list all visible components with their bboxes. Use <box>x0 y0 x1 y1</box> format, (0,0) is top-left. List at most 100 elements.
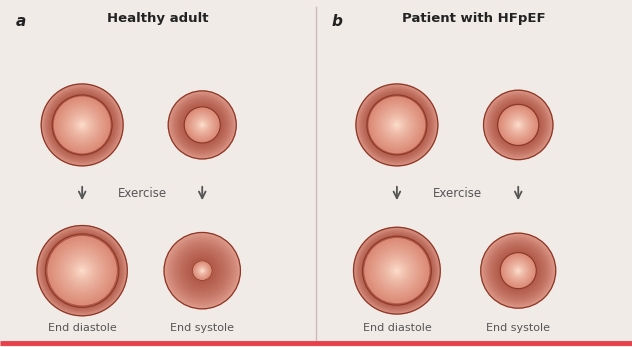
Ellipse shape <box>361 89 433 161</box>
Ellipse shape <box>361 235 433 307</box>
Ellipse shape <box>72 115 92 135</box>
Ellipse shape <box>509 262 527 279</box>
Ellipse shape <box>358 231 436 310</box>
Ellipse shape <box>356 84 438 166</box>
Ellipse shape <box>201 269 204 272</box>
Ellipse shape <box>173 95 232 154</box>
Ellipse shape <box>485 92 552 158</box>
Ellipse shape <box>202 270 203 271</box>
Ellipse shape <box>486 92 550 158</box>
Ellipse shape <box>67 256 97 286</box>
Ellipse shape <box>192 115 212 135</box>
Ellipse shape <box>354 228 440 313</box>
Ellipse shape <box>40 228 125 313</box>
Ellipse shape <box>60 103 104 147</box>
Ellipse shape <box>188 111 216 139</box>
Ellipse shape <box>61 249 104 293</box>
Ellipse shape <box>490 96 547 153</box>
Ellipse shape <box>365 93 428 156</box>
Ellipse shape <box>495 102 541 147</box>
Ellipse shape <box>166 234 239 307</box>
Ellipse shape <box>485 237 552 304</box>
Ellipse shape <box>177 100 228 150</box>
Ellipse shape <box>356 230 437 311</box>
Ellipse shape <box>368 96 426 154</box>
Ellipse shape <box>380 254 413 287</box>
Ellipse shape <box>45 234 119 308</box>
Ellipse shape <box>73 261 92 280</box>
Ellipse shape <box>56 98 109 152</box>
Ellipse shape <box>512 119 525 131</box>
Ellipse shape <box>360 233 434 308</box>
Ellipse shape <box>185 254 219 288</box>
Ellipse shape <box>492 99 544 151</box>
Ellipse shape <box>75 264 89 278</box>
Ellipse shape <box>497 250 539 291</box>
Ellipse shape <box>200 268 205 273</box>
Ellipse shape <box>392 265 402 276</box>
Ellipse shape <box>499 106 537 144</box>
Ellipse shape <box>37 226 127 316</box>
Ellipse shape <box>360 88 434 161</box>
Ellipse shape <box>50 93 114 157</box>
Ellipse shape <box>49 238 115 303</box>
Ellipse shape <box>181 104 223 145</box>
Ellipse shape <box>52 95 112 155</box>
Ellipse shape <box>379 107 415 143</box>
Ellipse shape <box>178 100 227 150</box>
Ellipse shape <box>375 103 419 147</box>
Ellipse shape <box>47 90 118 160</box>
Ellipse shape <box>506 113 530 137</box>
Ellipse shape <box>511 263 526 278</box>
Ellipse shape <box>194 117 210 133</box>
Ellipse shape <box>179 102 225 147</box>
Ellipse shape <box>514 120 523 129</box>
Ellipse shape <box>190 259 214 283</box>
Ellipse shape <box>485 91 552 159</box>
Ellipse shape <box>44 232 120 309</box>
Ellipse shape <box>505 112 532 138</box>
Ellipse shape <box>364 238 430 303</box>
Ellipse shape <box>511 264 525 277</box>
Ellipse shape <box>486 93 550 157</box>
Ellipse shape <box>387 115 407 135</box>
Ellipse shape <box>200 268 205 273</box>
Ellipse shape <box>485 238 551 303</box>
Ellipse shape <box>380 108 413 142</box>
Ellipse shape <box>185 108 219 142</box>
Ellipse shape <box>374 248 420 294</box>
Ellipse shape <box>389 117 404 133</box>
Ellipse shape <box>46 89 118 161</box>
Ellipse shape <box>47 90 117 160</box>
Ellipse shape <box>510 117 526 133</box>
Ellipse shape <box>489 95 548 155</box>
Ellipse shape <box>53 96 111 154</box>
Ellipse shape <box>353 227 441 314</box>
Ellipse shape <box>494 247 542 295</box>
Ellipse shape <box>508 261 528 281</box>
Ellipse shape <box>173 96 231 154</box>
Ellipse shape <box>183 105 222 145</box>
Ellipse shape <box>173 242 231 299</box>
Ellipse shape <box>64 107 100 143</box>
Ellipse shape <box>493 100 544 150</box>
Ellipse shape <box>498 104 538 145</box>
Ellipse shape <box>174 96 231 153</box>
Ellipse shape <box>358 87 435 163</box>
Ellipse shape <box>39 227 126 314</box>
Ellipse shape <box>184 106 221 144</box>
Ellipse shape <box>489 241 548 301</box>
Ellipse shape <box>43 86 121 164</box>
Ellipse shape <box>373 246 421 295</box>
Ellipse shape <box>186 109 218 141</box>
Ellipse shape <box>201 270 204 272</box>
Ellipse shape <box>43 231 121 310</box>
Ellipse shape <box>487 93 550 156</box>
Ellipse shape <box>513 265 523 276</box>
Ellipse shape <box>393 267 401 274</box>
Ellipse shape <box>51 94 113 156</box>
Ellipse shape <box>172 240 233 301</box>
Ellipse shape <box>356 84 437 166</box>
Ellipse shape <box>367 95 427 155</box>
Ellipse shape <box>481 233 556 308</box>
